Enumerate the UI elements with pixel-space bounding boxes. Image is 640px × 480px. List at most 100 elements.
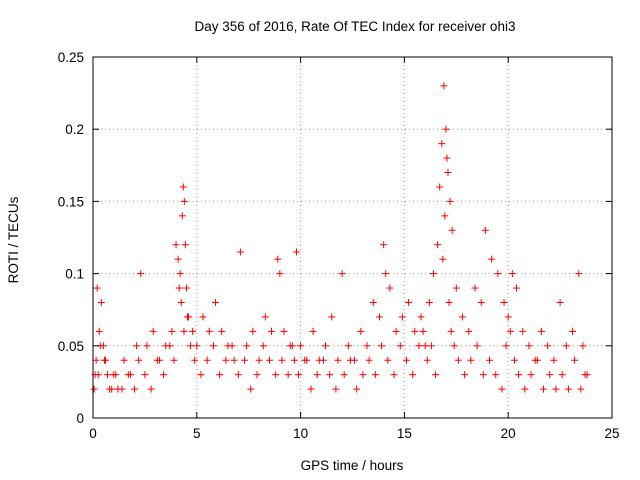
x-tick-label: 5	[193, 426, 201, 441]
data-point	[178, 212, 186, 220]
data-point	[338, 270, 346, 278]
x-tick-label: 15	[397, 426, 412, 441]
data-point	[280, 327, 288, 335]
data-point	[108, 385, 116, 393]
data-point	[243, 342, 251, 350]
data-point	[187, 342, 195, 350]
data-point	[191, 356, 199, 364]
data-point	[176, 270, 184, 278]
data-point	[94, 371, 102, 379]
data-point	[525, 342, 533, 350]
data-point	[440, 82, 448, 90]
data-point	[434, 241, 442, 249]
grid	[93, 57, 612, 418]
data-point	[288, 342, 296, 350]
data-point	[546, 371, 554, 379]
data-point	[131, 385, 139, 393]
data-point	[558, 371, 566, 379]
data-point	[253, 371, 261, 379]
data-point	[371, 371, 379, 379]
axis-ticks: 0 5 10 15 20 25 0 0.05 0.1 0.15 0.2 0.25	[58, 50, 620, 441]
data-point	[332, 385, 340, 393]
data-point	[172, 241, 180, 249]
data-point	[174, 255, 182, 263]
data-point	[160, 371, 168, 379]
x-tick-label: 10	[293, 426, 308, 441]
data-point	[369, 298, 377, 306]
data-point	[471, 284, 479, 292]
data-point	[508, 270, 516, 278]
data-point	[143, 342, 151, 350]
data-point	[510, 356, 518, 364]
data-point	[216, 371, 224, 379]
data-point	[390, 371, 398, 379]
data-point	[284, 371, 292, 379]
data-point	[301, 356, 309, 364]
data-point	[346, 356, 354, 364]
data-point	[454, 356, 462, 364]
data-point	[550, 356, 558, 364]
data-point	[334, 356, 342, 364]
data-point	[137, 270, 145, 278]
data-point	[438, 140, 446, 148]
data-point	[147, 385, 155, 393]
data-point	[562, 342, 570, 350]
data-point	[307, 385, 315, 393]
data-point	[459, 313, 467, 321]
data-point	[521, 385, 529, 393]
data-point	[199, 313, 207, 321]
data-point	[90, 385, 98, 393]
data-point	[571, 356, 579, 364]
y-tick-label: 0.25	[58, 50, 84, 65]
data-point	[363, 342, 371, 350]
data-point	[203, 356, 211, 364]
data-point	[183, 313, 191, 321]
data-point	[274, 255, 282, 263]
data-point	[104, 371, 112, 379]
x-tick-label: 20	[501, 426, 516, 441]
data-point	[504, 313, 512, 321]
data-point	[141, 371, 149, 379]
x-axis-label: GPS time / hours	[301, 458, 404, 473]
data-point	[533, 356, 541, 364]
data-point	[170, 356, 178, 364]
data-point	[481, 226, 489, 234]
data-point	[419, 327, 427, 335]
data-point	[261, 313, 269, 321]
data-point	[95, 327, 103, 335]
data-point	[234, 371, 242, 379]
data-point	[180, 197, 188, 205]
data-point	[564, 385, 572, 393]
data-point	[124, 371, 132, 379]
data-point	[380, 241, 388, 249]
data-point	[500, 298, 508, 306]
data-point	[502, 342, 510, 350]
y-tick-label: 0.2	[65, 122, 84, 137]
data-point	[236, 248, 244, 256]
data-point	[272, 371, 280, 379]
data-point	[398, 313, 406, 321]
data-points	[90, 82, 591, 393]
data-point	[447, 327, 455, 335]
data-point	[579, 342, 587, 350]
data-point	[228, 342, 236, 350]
plot-frame	[92, 56, 613, 419]
data-point	[465, 327, 473, 335]
data-point	[575, 270, 583, 278]
data-point	[359, 371, 367, 379]
data-point	[100, 356, 108, 364]
data-point	[488, 255, 496, 263]
data-point	[222, 356, 230, 364]
data-point	[537, 327, 545, 335]
data-point	[326, 371, 334, 379]
data-point	[409, 371, 417, 379]
data-point	[486, 356, 494, 364]
data-point	[353, 385, 361, 393]
data-point	[249, 327, 257, 335]
data-point	[386, 284, 394, 292]
data-point	[97, 298, 105, 306]
data-point	[569, 327, 577, 335]
data-point	[527, 371, 535, 379]
data-point	[552, 385, 560, 393]
data-point	[265, 356, 273, 364]
